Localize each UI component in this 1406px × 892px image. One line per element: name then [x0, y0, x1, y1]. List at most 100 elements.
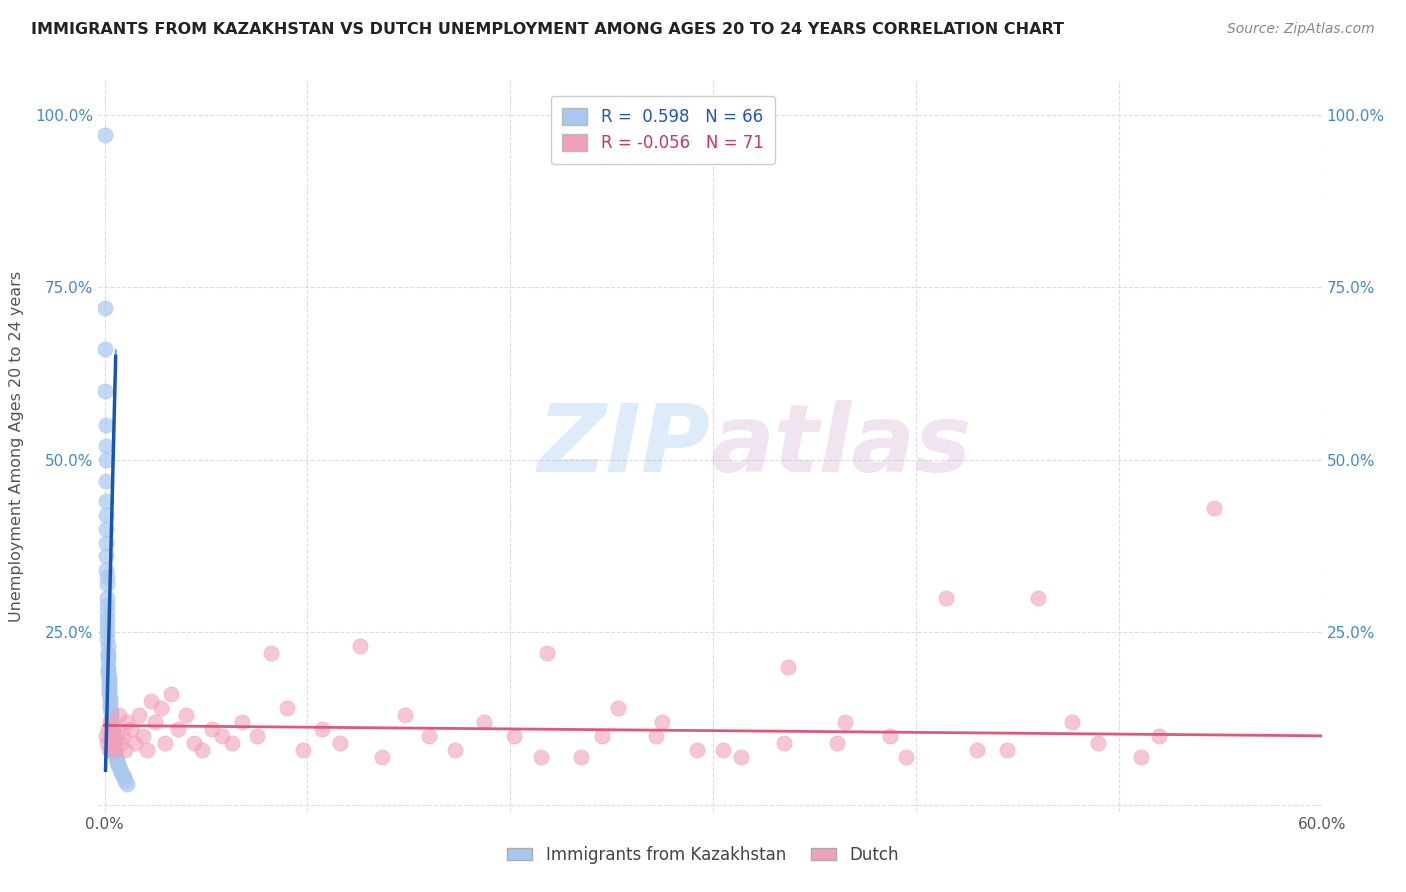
Point	[98, 690, 121, 705]
Point	[112, 770, 135, 784]
Point	[94, 418, 117, 433]
Point	[711, 742, 734, 756]
Point	[108, 762, 131, 776]
Point	[101, 722, 124, 736]
Point	[183, 736, 205, 750]
Point	[94, 494, 117, 508]
Point	[128, 708, 150, 723]
Point	[100, 718, 122, 732]
Point	[96, 625, 118, 640]
Legend: Immigrants from Kazakhstan, Dutch: Immigrants from Kazakhstan, Dutch	[501, 839, 905, 871]
Point	[329, 736, 352, 750]
Y-axis label: Unemployment Among Ages 20 to 24 years: Unemployment Among Ages 20 to 24 years	[10, 270, 24, 622]
Point	[97, 660, 120, 674]
Point	[94, 535, 117, 549]
Point	[97, 742, 120, 756]
Point	[136, 742, 159, 756]
Point	[101, 732, 124, 747]
Point	[394, 708, 416, 723]
Point	[97, 670, 120, 684]
Point	[98, 694, 121, 708]
Point	[97, 673, 120, 688]
Point	[1062, 714, 1084, 729]
Point	[94, 729, 117, 743]
Point	[292, 742, 315, 756]
Point	[94, 452, 117, 467]
Point	[94, 128, 117, 143]
Point	[160, 687, 183, 701]
Point	[100, 708, 122, 723]
Point	[101, 725, 124, 739]
Point	[96, 618, 118, 632]
Point	[651, 714, 673, 729]
Point	[201, 722, 224, 736]
Point	[778, 660, 800, 674]
Point	[100, 714, 122, 729]
Point	[1130, 749, 1153, 764]
Point	[103, 736, 125, 750]
Point	[94, 474, 117, 488]
Point	[94, 343, 117, 357]
Point	[104, 744, 127, 758]
Point	[444, 742, 467, 756]
Point	[1149, 729, 1171, 743]
Point	[114, 773, 136, 788]
Point	[111, 729, 134, 743]
Point	[211, 729, 233, 743]
Point	[97, 666, 120, 681]
Point	[111, 766, 134, 780]
Point	[96, 722, 118, 736]
Point	[96, 591, 118, 605]
Point	[96, 605, 118, 619]
Point	[115, 777, 138, 791]
Point	[94, 439, 117, 453]
Point	[97, 653, 120, 667]
Point	[155, 736, 177, 750]
Point	[879, 729, 901, 743]
Point	[105, 729, 128, 743]
Point	[143, 714, 166, 729]
Point	[104, 742, 127, 756]
Point	[686, 742, 709, 756]
Point	[349, 639, 371, 653]
Point	[150, 701, 173, 715]
Point	[103, 739, 125, 754]
Point	[166, 722, 188, 736]
Point	[110, 764, 132, 779]
Point	[97, 649, 120, 664]
Point	[98, 714, 121, 729]
Point	[104, 746, 127, 760]
Point	[530, 749, 553, 764]
Point	[591, 729, 613, 743]
Point	[96, 611, 118, 625]
Point	[104, 749, 127, 764]
Point	[107, 757, 129, 772]
Point	[108, 760, 131, 774]
Text: ZIP: ZIP	[537, 400, 710, 492]
Point	[773, 736, 796, 750]
Text: atlas: atlas	[710, 400, 972, 492]
Point	[107, 755, 129, 769]
Point	[98, 684, 121, 698]
Point	[536, 646, 558, 660]
Point	[174, 708, 197, 723]
Point	[105, 753, 128, 767]
Point	[111, 769, 134, 783]
Point	[98, 698, 121, 712]
Point	[96, 736, 118, 750]
Point	[98, 681, 121, 695]
Point	[103, 741, 125, 756]
Point	[101, 722, 124, 736]
Point	[96, 577, 118, 591]
Point	[94, 384, 117, 398]
Point	[935, 591, 957, 605]
Point	[94, 508, 117, 522]
Point	[995, 742, 1018, 756]
Point	[260, 646, 283, 660]
Point	[100, 712, 122, 726]
Point	[100, 736, 122, 750]
Point	[114, 742, 136, 756]
Point	[97, 663, 120, 677]
Point	[101, 729, 124, 743]
Text: IMMIGRANTS FROM KAZAKHSTAN VS DUTCH UNEMPLOYMENT AMONG AGES 20 TO 24 YEARS CORRE: IMMIGRANTS FROM KAZAKHSTAN VS DUTCH UNEM…	[31, 22, 1064, 37]
